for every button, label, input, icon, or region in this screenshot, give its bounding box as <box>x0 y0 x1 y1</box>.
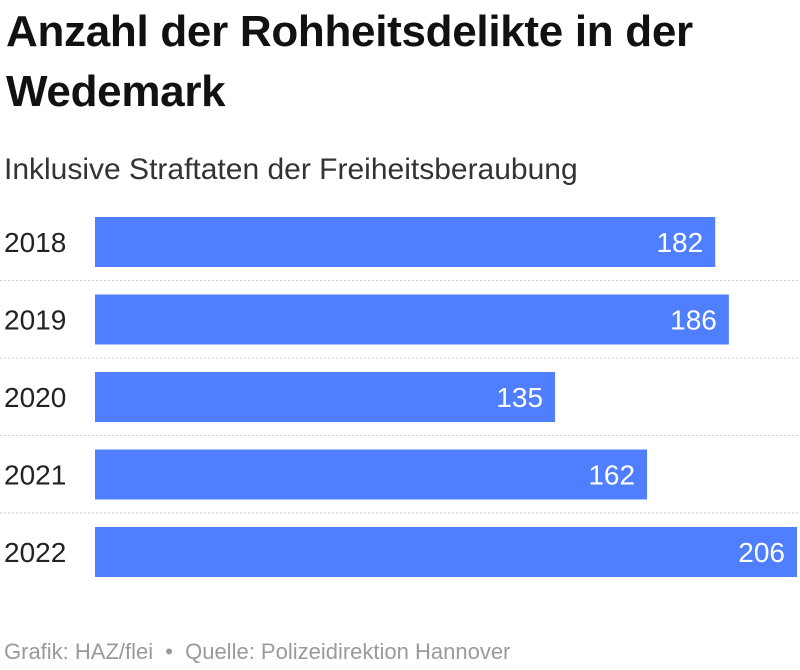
value-label: 206 <box>738 537 785 568</box>
value-label: 162 <box>588 460 635 491</box>
credit-text: Grafik: HAZ/flei <box>4 639 154 664</box>
category-label: 2022 <box>4 537 66 568</box>
bar <box>95 217 716 267</box>
source-text: Quelle: Polizeidirektion Hannover <box>185 639 511 664</box>
chart-subtitle: Inklusive Straftaten der Freiheitsberaub… <box>4 153 578 186</box>
category-label: 2020 <box>4 382 66 413</box>
bar <box>95 527 797 577</box>
chart-title: Anzahl der Rohheitsdelikte in der Wedema… <box>6 7 693 116</box>
bar-chart: 2018 182 2019 186 2020 135 2021 162 2022 206 <box>0 217 800 577</box>
value-label: 135 <box>496 382 543 413</box>
value-label: 186 <box>670 305 717 336</box>
bar <box>95 449 648 500</box>
bar <box>95 372 556 422</box>
category-label: 2021 <box>4 460 66 491</box>
chart-footer: Grafik: HAZ/flei • Quelle: Polizeidirekt… <box>4 638 510 666</box>
bar <box>95 294 729 345</box>
footer-separator: • <box>165 639 173 664</box>
category-label: 2019 <box>4 305 66 336</box>
value-label: 182 <box>656 227 703 258</box>
category-label: 2018 <box>4 227 66 258</box>
